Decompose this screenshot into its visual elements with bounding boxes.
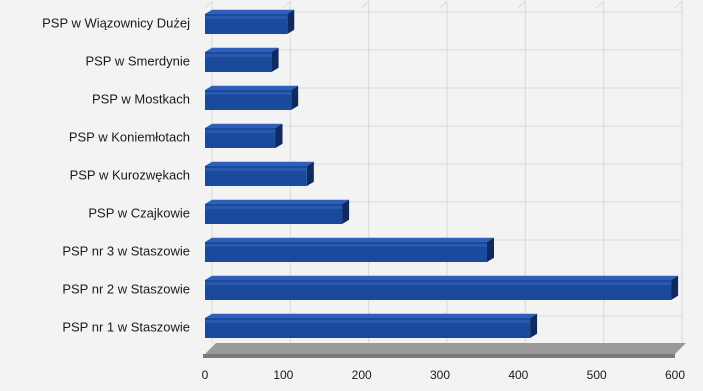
x-axis-tick-labels: 0 100 200 300 400 500 600	[202, 368, 686, 382]
bar-4	[205, 161, 314, 186]
bar-0	[205, 9, 295, 35]
bar-front-1	[205, 52, 272, 72]
bar-front-0	[205, 14, 288, 34]
bar-highlight-6	[205, 244, 487, 247]
bar-7	[205, 275, 679, 300]
grid-line-top-4	[517, 0, 526, 9]
x-tick-label-1: 100	[273, 368, 293, 382]
bar-front-5	[205, 204, 343, 224]
bar-side-8	[530, 313, 538, 338]
bar-highlight-8	[205, 320, 531, 323]
bar-2	[205, 85, 299, 110]
bar-side-3	[275, 123, 283, 148]
bar-1	[205, 47, 279, 72]
category-label-8: PSP nr 1 w Staszowie	[62, 319, 190, 334]
bar-highlight-7	[205, 282, 672, 285]
bar-side-5	[342, 199, 350, 224]
x-tick-label-4: 400	[508, 368, 528, 382]
x-tick-label-5: 500	[587, 368, 607, 382]
category-label-3: PSP w Koniemłotach	[69, 129, 190, 144]
category-label-6: PSP nr 3 w Staszowie	[62, 243, 190, 258]
bar-top-8	[205, 313, 538, 318]
category-label-7: PSP nr 2 w Staszowie	[62, 281, 190, 296]
category-label-4: PSP w Kurozwękach	[70, 167, 190, 182]
bar-highlight-3	[205, 130, 276, 133]
chart-floor-plane	[205, 343, 686, 354]
category-label-1: PSP w Smerdynie	[85, 53, 190, 68]
bar-side-0	[287, 9, 295, 35]
bar-6	[205, 237, 494, 262]
bar-top-7	[205, 275, 679, 280]
x-tick-label-0: 0	[202, 368, 209, 382]
chart-floor-edge	[203, 354, 675, 358]
bars	[205, 9, 679, 338]
bar-5	[205, 199, 350, 224]
category-label-0: PSP w Wiązownicy Dużej	[42, 15, 190, 30]
bar-front-8	[205, 318, 531, 338]
bar-front-4	[205, 166, 307, 186]
bar-side-1	[271, 47, 279, 72]
bar-top-6	[205, 237, 494, 242]
bar-top-0	[205, 9, 295, 14]
bar-top-5	[205, 199, 350, 204]
grid-line-top-2	[361, 0, 370, 9]
bar-8	[205, 313, 538, 338]
bar-top-3	[205, 123, 283, 128]
bar-front-2	[205, 90, 292, 110]
grid-line-top-5	[596, 0, 605, 9]
bar-side-2	[291, 85, 299, 110]
bar-top-2	[205, 85, 299, 90]
category-labels: PSP w Wiązownicy Dużej PSP w Smerdynie PSP…	[42, 15, 190, 334]
grid-line-top-3	[439, 0, 448, 9]
bar-top-1	[205, 47, 279, 52]
bar-highlight-4	[205, 168, 307, 171]
x-tick-label-6: 600	[665, 368, 685, 382]
bar-highlight-2	[205, 92, 292, 95]
bar-front-6	[205, 242, 487, 262]
bar-front-3	[205, 128, 276, 148]
category-label-2: PSP w Mostkach	[92, 91, 190, 106]
grid-line-top-6	[674, 0, 683, 9]
grid-line-top-1	[282, 0, 291, 9]
bar-side-4	[306, 161, 314, 186]
bar-highlight-0	[205, 16, 288, 19]
bar-highlight-5	[205, 206, 343, 209]
bar-top-4	[205, 161, 314, 166]
grid-line-top-0	[204, 0, 213, 9]
chart-floor	[203, 343, 686, 358]
bar-side-7	[671, 275, 679, 300]
category-label-5: PSP w Czajkowie	[88, 205, 190, 220]
bar-side-6	[487, 237, 494, 262]
bar-highlight-1	[205, 54, 272, 57]
x-tick-label-3: 300	[430, 368, 450, 382]
bar-3	[205, 123, 283, 148]
bar-front-7	[205, 280, 672, 300]
x-tick-label-2: 200	[352, 368, 372, 382]
